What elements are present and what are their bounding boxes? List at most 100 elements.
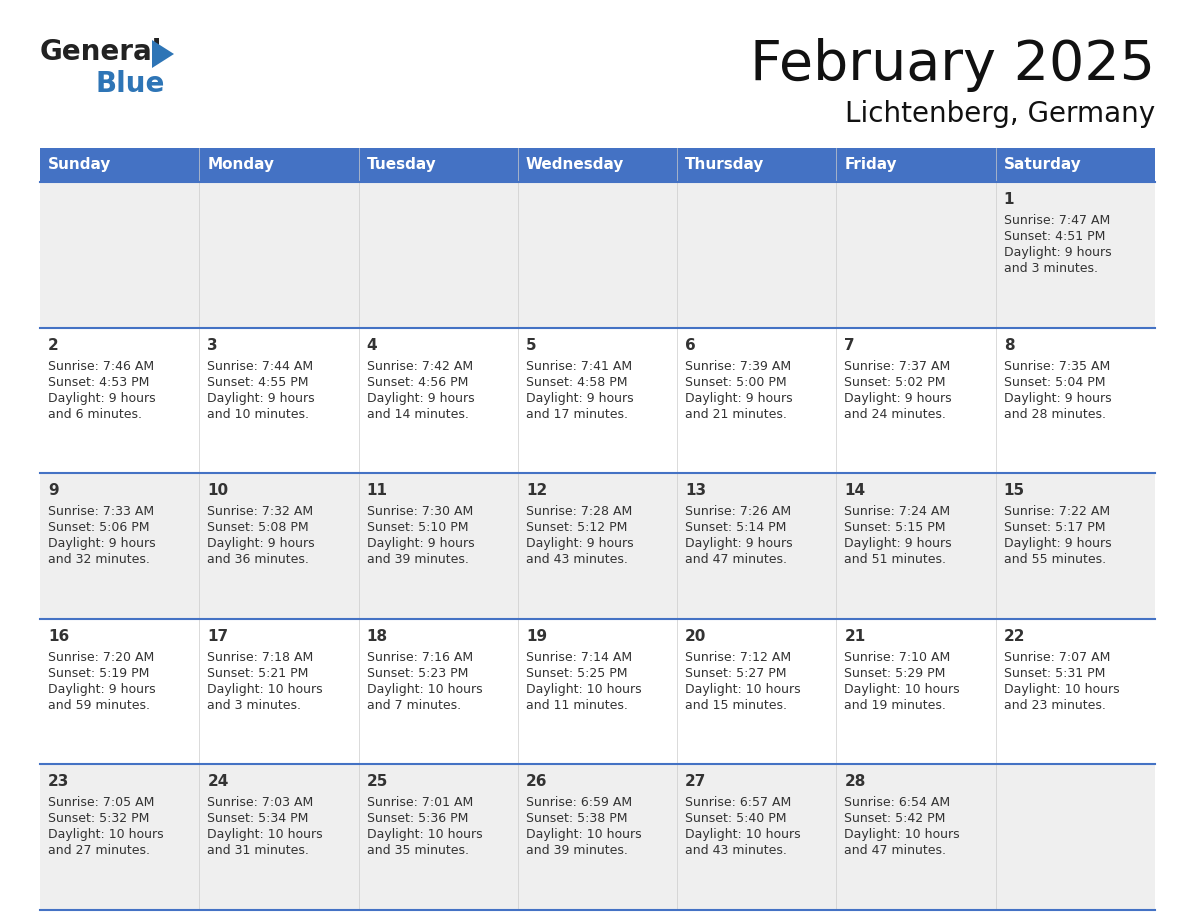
Text: Sunset: 4:53 PM: Sunset: 4:53 PM	[48, 375, 150, 388]
Text: 4: 4	[367, 338, 378, 353]
Text: and 7 minutes.: and 7 minutes.	[367, 699, 461, 711]
Text: Daylight: 10 hours: Daylight: 10 hours	[367, 683, 482, 696]
Text: Sunrise: 7:41 AM: Sunrise: 7:41 AM	[526, 360, 632, 373]
Text: Saturday: Saturday	[1004, 158, 1081, 173]
Bar	[677, 148, 836, 182]
Text: Friday: Friday	[845, 158, 897, 173]
Text: Sunrise: 7:30 AM: Sunrise: 7:30 AM	[367, 505, 473, 518]
Text: and 24 minutes.: and 24 minutes.	[845, 408, 947, 420]
Text: Sunrise: 6:54 AM: Sunrise: 6:54 AM	[845, 797, 950, 810]
Text: Sunset: 4:55 PM: Sunset: 4:55 PM	[207, 375, 309, 388]
Text: Daylight: 9 hours: Daylight: 9 hours	[48, 683, 156, 696]
Text: Sunday: Sunday	[48, 158, 112, 173]
Text: and 15 minutes.: and 15 minutes.	[685, 699, 788, 711]
Text: Daylight: 9 hours: Daylight: 9 hours	[685, 392, 792, 405]
Text: Sunset: 5:14 PM: Sunset: 5:14 PM	[685, 521, 786, 534]
Text: and 35 minutes.: and 35 minutes.	[367, 845, 468, 857]
Text: Sunrise: 7:42 AM: Sunrise: 7:42 AM	[367, 360, 473, 373]
Text: and 11 minutes.: and 11 minutes.	[526, 699, 627, 711]
Text: and 6 minutes.: and 6 minutes.	[48, 408, 143, 420]
Text: Sunset: 5:34 PM: Sunset: 5:34 PM	[207, 812, 309, 825]
Text: Daylight: 9 hours: Daylight: 9 hours	[207, 392, 315, 405]
Text: Sunset: 5:27 PM: Sunset: 5:27 PM	[685, 666, 786, 680]
Text: Sunrise: 6:59 AM: Sunrise: 6:59 AM	[526, 797, 632, 810]
Text: Sunset: 5:06 PM: Sunset: 5:06 PM	[48, 521, 150, 534]
Text: 18: 18	[367, 629, 387, 644]
Text: Sunset: 5:40 PM: Sunset: 5:40 PM	[685, 812, 786, 825]
Text: and 31 minutes.: and 31 minutes.	[207, 845, 309, 857]
Text: Sunset: 5:36 PM: Sunset: 5:36 PM	[367, 812, 468, 825]
Bar	[359, 148, 518, 182]
Text: Daylight: 10 hours: Daylight: 10 hours	[685, 828, 801, 842]
Text: 21: 21	[845, 629, 866, 644]
Text: Daylight: 9 hours: Daylight: 9 hours	[207, 537, 315, 550]
Text: Daylight: 9 hours: Daylight: 9 hours	[48, 537, 156, 550]
Bar	[40, 182, 1155, 328]
Text: Daylight: 9 hours: Daylight: 9 hours	[526, 537, 633, 550]
Text: Daylight: 10 hours: Daylight: 10 hours	[207, 828, 323, 842]
Text: and 43 minutes.: and 43 minutes.	[685, 845, 786, 857]
Text: and 19 minutes.: and 19 minutes.	[845, 699, 947, 711]
Text: Sunrise: 7:46 AM: Sunrise: 7:46 AM	[48, 360, 154, 373]
Text: Sunset: 5:10 PM: Sunset: 5:10 PM	[367, 521, 468, 534]
Text: 17: 17	[207, 629, 228, 644]
Text: 13: 13	[685, 483, 707, 498]
Text: and 32 minutes.: and 32 minutes.	[48, 554, 150, 566]
Text: Tuesday: Tuesday	[367, 158, 436, 173]
Text: Sunset: 4:56 PM: Sunset: 4:56 PM	[367, 375, 468, 388]
Text: Sunrise: 7:12 AM: Sunrise: 7:12 AM	[685, 651, 791, 664]
Text: and 39 minutes.: and 39 minutes.	[526, 845, 627, 857]
Text: Sunrise: 7:22 AM: Sunrise: 7:22 AM	[1004, 505, 1110, 518]
Text: 1: 1	[1004, 192, 1015, 207]
Text: and 17 minutes.: and 17 minutes.	[526, 408, 627, 420]
Text: and 3 minutes.: and 3 minutes.	[207, 699, 302, 711]
Text: and 10 minutes.: and 10 minutes.	[207, 408, 309, 420]
Text: Sunset: 5:08 PM: Sunset: 5:08 PM	[207, 521, 309, 534]
Text: Daylight: 10 hours: Daylight: 10 hours	[207, 683, 323, 696]
Text: Daylight: 9 hours: Daylight: 9 hours	[845, 392, 952, 405]
Text: Sunset: 5:04 PM: Sunset: 5:04 PM	[1004, 375, 1105, 388]
Text: Sunrise: 7:18 AM: Sunrise: 7:18 AM	[207, 651, 314, 664]
Text: Sunrise: 6:57 AM: Sunrise: 6:57 AM	[685, 797, 791, 810]
Text: Blue: Blue	[96, 70, 165, 98]
Text: Sunset: 4:58 PM: Sunset: 4:58 PM	[526, 375, 627, 388]
Text: and 59 minutes.: and 59 minutes.	[48, 699, 150, 711]
Text: Daylight: 9 hours: Daylight: 9 hours	[845, 537, 952, 550]
Text: and 47 minutes.: and 47 minutes.	[845, 845, 947, 857]
Text: and 55 minutes.: and 55 minutes.	[1004, 554, 1106, 566]
Bar	[518, 148, 677, 182]
Text: 2: 2	[48, 338, 58, 353]
Text: Daylight: 9 hours: Daylight: 9 hours	[1004, 537, 1111, 550]
Text: 23: 23	[48, 775, 69, 789]
Text: Sunrise: 7:39 AM: Sunrise: 7:39 AM	[685, 360, 791, 373]
Text: 5: 5	[526, 338, 537, 353]
Text: Daylight: 9 hours: Daylight: 9 hours	[685, 537, 792, 550]
Text: General: General	[40, 38, 163, 66]
Bar	[40, 765, 1155, 910]
Bar	[40, 148, 200, 182]
Text: 19: 19	[526, 629, 546, 644]
Text: Sunset: 5:25 PM: Sunset: 5:25 PM	[526, 666, 627, 680]
Text: and 36 minutes.: and 36 minutes.	[207, 554, 309, 566]
Text: 15: 15	[1004, 483, 1025, 498]
Text: 25: 25	[367, 775, 388, 789]
Text: Daylight: 10 hours: Daylight: 10 hours	[367, 828, 482, 842]
Text: 8: 8	[1004, 338, 1015, 353]
Text: Sunrise: 7:01 AM: Sunrise: 7:01 AM	[367, 797, 473, 810]
Text: Sunrise: 7:44 AM: Sunrise: 7:44 AM	[207, 360, 314, 373]
Text: Daylight: 10 hours: Daylight: 10 hours	[845, 683, 960, 696]
Text: Sunset: 5:42 PM: Sunset: 5:42 PM	[845, 812, 946, 825]
Text: 12: 12	[526, 483, 548, 498]
Text: Sunset: 5:15 PM: Sunset: 5:15 PM	[845, 521, 946, 534]
Text: Sunrise: 7:35 AM: Sunrise: 7:35 AM	[1004, 360, 1110, 373]
Text: 27: 27	[685, 775, 707, 789]
Text: Sunrise: 7:32 AM: Sunrise: 7:32 AM	[207, 505, 314, 518]
Text: Monday: Monday	[207, 158, 274, 173]
Text: 7: 7	[845, 338, 855, 353]
Text: Sunset: 5:31 PM: Sunset: 5:31 PM	[1004, 666, 1105, 680]
Bar	[40, 328, 1155, 473]
Text: Sunrise: 7:16 AM: Sunrise: 7:16 AM	[367, 651, 473, 664]
Text: Daylight: 9 hours: Daylight: 9 hours	[1004, 392, 1111, 405]
Text: 9: 9	[48, 483, 58, 498]
Text: Sunrise: 7:47 AM: Sunrise: 7:47 AM	[1004, 214, 1110, 227]
